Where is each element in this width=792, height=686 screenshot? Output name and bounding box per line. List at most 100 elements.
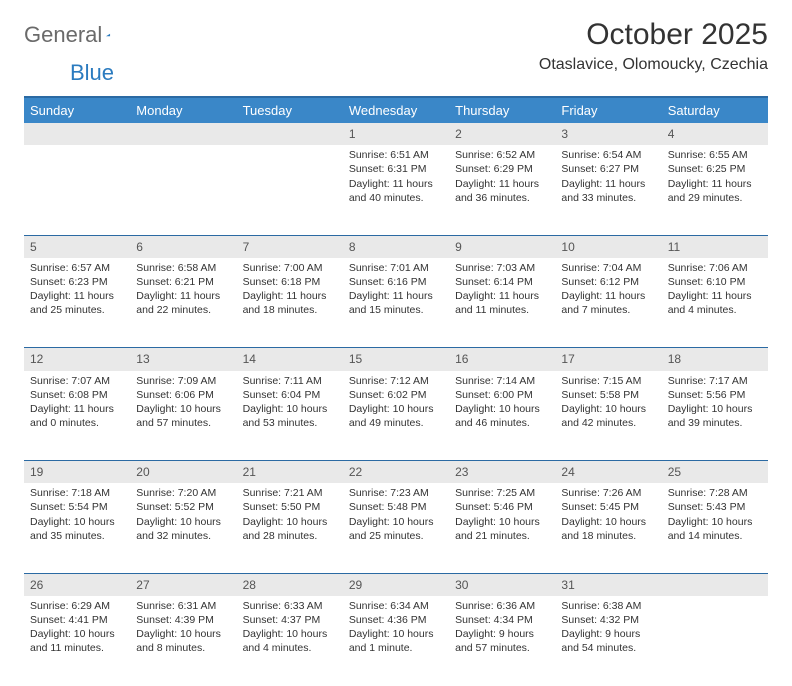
daylight-line: Daylight: 11 hours and 0 minutes. — [30, 402, 124, 430]
day-number-cell: 1 — [343, 123, 449, 145]
day-cell: Sunrise: 6:58 AMSunset: 6:21 PMDaylight:… — [130, 258, 236, 348]
sunset-line: Sunset: 6:18 PM — [243, 275, 337, 289]
sunrise-line: Sunrise: 7:09 AM — [136, 374, 230, 388]
day-cell: Sunrise: 7:21 AMSunset: 5:50 PMDaylight:… — [237, 483, 343, 573]
sunset-line: Sunset: 5:46 PM — [455, 500, 549, 514]
day-number-cell: 31 — [555, 573, 661, 596]
sunset-line: Sunset: 6:31 PM — [349, 162, 443, 176]
day-cell: Sunrise: 7:14 AMSunset: 6:00 PMDaylight:… — [449, 371, 555, 461]
sunrise-line: Sunrise: 7:07 AM — [30, 374, 124, 388]
daylight-line: Daylight: 11 hours and 4 minutes. — [668, 289, 762, 317]
day-cell: Sunrise: 6:31 AMSunset: 4:39 PMDaylight:… — [130, 596, 236, 686]
day-number-cell: 14 — [237, 348, 343, 371]
day-number-cell: 6 — [130, 235, 236, 258]
sunrise-line: Sunrise: 6:31 AM — [136, 599, 230, 613]
sunrise-line: Sunrise: 7:18 AM — [30, 486, 124, 500]
day-cell — [24, 145, 130, 235]
sunrise-line: Sunrise: 6:57 AM — [30, 261, 124, 275]
sunrise-line: Sunrise: 7:03 AM — [455, 261, 549, 275]
day-number-cell: 7 — [237, 235, 343, 258]
day-cell: Sunrise: 6:29 AMSunset: 4:41 PMDaylight:… — [24, 596, 130, 686]
day-cell: Sunrise: 6:52 AMSunset: 6:29 PMDaylight:… — [449, 145, 555, 235]
weekday-header: Thursday — [449, 97, 555, 123]
day-cell: Sunrise: 6:51 AMSunset: 6:31 PMDaylight:… — [343, 145, 449, 235]
day-number-cell: 22 — [343, 461, 449, 484]
sunrise-line: Sunrise: 7:23 AM — [349, 486, 443, 500]
day-number-cell: 30 — [449, 573, 555, 596]
day-number-cell: 3 — [555, 123, 661, 145]
sunset-line: Sunset: 6:12 PM — [561, 275, 655, 289]
day-cell: Sunrise: 6:34 AMSunset: 4:36 PMDaylight:… — [343, 596, 449, 686]
daylight-line: Daylight: 10 hours and 21 minutes. — [455, 515, 549, 543]
sunset-line: Sunset: 5:45 PM — [561, 500, 655, 514]
daylight-line: Daylight: 10 hours and 32 minutes. — [136, 515, 230, 543]
daylight-line: Daylight: 10 hours and 53 minutes. — [243, 402, 337, 430]
daylight-line: Daylight: 11 hours and 40 minutes. — [349, 177, 443, 205]
daylight-line: Daylight: 10 hours and 46 minutes. — [455, 402, 549, 430]
sunrise-line: Sunrise: 7:06 AM — [668, 261, 762, 275]
month-title: October 2025 — [539, 18, 768, 52]
sunrise-line: Sunrise: 7:01 AM — [349, 261, 443, 275]
day-cell: Sunrise: 7:11 AMSunset: 6:04 PMDaylight:… — [237, 371, 343, 461]
sunrise-line: Sunrise: 7:12 AM — [349, 374, 443, 388]
day-cell: Sunrise: 6:36 AMSunset: 4:34 PMDaylight:… — [449, 596, 555, 686]
day-number-cell: 12 — [24, 348, 130, 371]
daylight-line: Daylight: 10 hours and 14 minutes. — [668, 515, 762, 543]
daylight-line: Daylight: 10 hours and 18 minutes. — [561, 515, 655, 543]
sunrise-line: Sunrise: 6:58 AM — [136, 261, 230, 275]
sunrise-line: Sunrise: 7:11 AM — [243, 374, 337, 388]
sunrise-line: Sunrise: 7:00 AM — [243, 261, 337, 275]
day-number-cell — [662, 573, 768, 596]
sunset-line: Sunset: 5:52 PM — [136, 500, 230, 514]
day-number-cell: 25 — [662, 461, 768, 484]
sunset-line: Sunset: 6:10 PM — [668, 275, 762, 289]
daylight-line: Daylight: 11 hours and 33 minutes. — [561, 177, 655, 205]
day-number-cell: 24 — [555, 461, 661, 484]
sunset-line: Sunset: 5:43 PM — [668, 500, 762, 514]
day-number-cell: 15 — [343, 348, 449, 371]
sunrise-line: Sunrise: 7:25 AM — [455, 486, 549, 500]
day-number-cell — [237, 123, 343, 145]
day-number-cell: 10 — [555, 235, 661, 258]
daylight-line: Daylight: 10 hours and 11 minutes. — [30, 627, 124, 655]
sunset-line: Sunset: 4:34 PM — [455, 613, 549, 627]
day-number-cell: 16 — [449, 348, 555, 371]
sunset-line: Sunset: 6:27 PM — [561, 162, 655, 176]
day-number-row: 262728293031 — [24, 573, 768, 596]
sunset-line: Sunset: 6:21 PM — [136, 275, 230, 289]
calendar-table: SundayMondayTuesdayWednesdayThursdayFrid… — [24, 96, 768, 686]
weekday-header: Sunday — [24, 97, 130, 123]
weekday-header: Wednesday — [343, 97, 449, 123]
sunset-line: Sunset: 4:41 PM — [30, 613, 124, 627]
sunrise-line: Sunrise: 7:14 AM — [455, 374, 549, 388]
day-cell: Sunrise: 7:28 AMSunset: 5:43 PMDaylight:… — [662, 483, 768, 573]
day-cell: Sunrise: 7:09 AMSunset: 6:06 PMDaylight:… — [130, 371, 236, 461]
sunset-line: Sunset: 6:14 PM — [455, 275, 549, 289]
sunset-line: Sunset: 6:00 PM — [455, 388, 549, 402]
weekday-header: Monday — [130, 97, 236, 123]
day-number-cell — [130, 123, 236, 145]
logo: General — [24, 18, 130, 48]
day-cell: Sunrise: 6:33 AMSunset: 4:37 PMDaylight:… — [237, 596, 343, 686]
day-cell: Sunrise: 7:12 AMSunset: 6:02 PMDaylight:… — [343, 371, 449, 461]
day-number-cell: 18 — [662, 348, 768, 371]
day-number-cell: 5 — [24, 235, 130, 258]
day-number-cell: 2 — [449, 123, 555, 145]
day-cell: Sunrise: 6:55 AMSunset: 6:25 PMDaylight:… — [662, 145, 768, 235]
weekday-header: Tuesday — [237, 97, 343, 123]
day-cell: Sunrise: 7:07 AMSunset: 6:08 PMDaylight:… — [24, 371, 130, 461]
sunset-line: Sunset: 4:36 PM — [349, 613, 443, 627]
weekday-header-row: SundayMondayTuesdayWednesdayThursdayFrid… — [24, 97, 768, 123]
sunrise-line: Sunrise: 7:17 AM — [668, 374, 762, 388]
sunset-line: Sunset: 6:29 PM — [455, 162, 549, 176]
day-number-cell: 8 — [343, 235, 449, 258]
sunrise-line: Sunrise: 7:26 AM — [561, 486, 655, 500]
day-number-cell: 20 — [130, 461, 236, 484]
day-cell: Sunrise: 6:38 AMSunset: 4:32 PMDaylight:… — [555, 596, 661, 686]
sunset-line: Sunset: 5:54 PM — [30, 500, 124, 514]
daylight-line: Daylight: 11 hours and 22 minutes. — [136, 289, 230, 317]
sunset-line: Sunset: 6:23 PM — [30, 275, 124, 289]
logo-word-1: General — [24, 22, 102, 48]
daylight-line: Daylight: 10 hours and 49 minutes. — [349, 402, 443, 430]
daylight-line: Daylight: 9 hours and 54 minutes. — [561, 627, 655, 655]
